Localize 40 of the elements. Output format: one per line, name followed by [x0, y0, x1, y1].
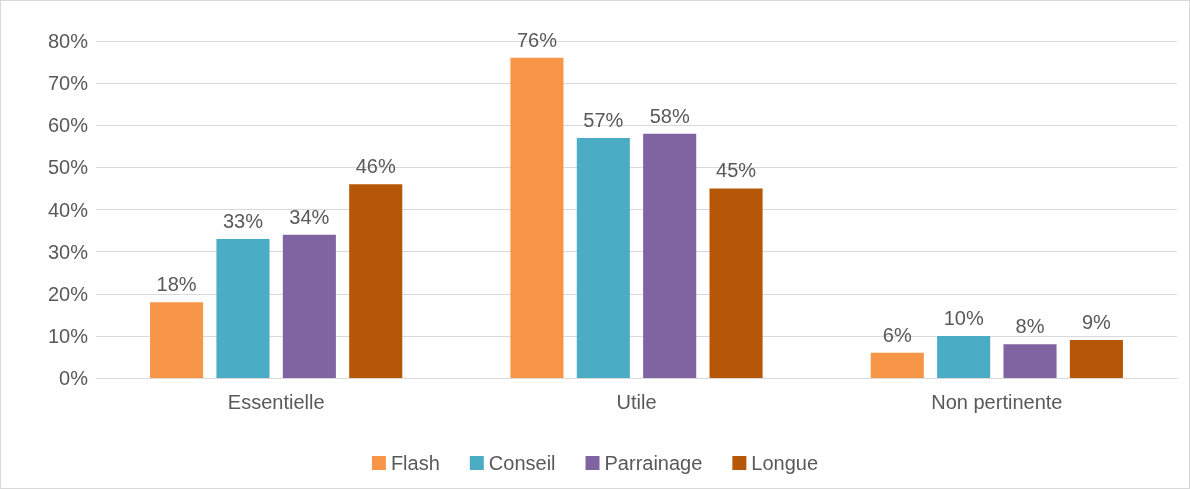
data-label: 18%: [156, 273, 197, 296]
legend-label: Flash: [390, 452, 440, 474]
bar: [1069, 340, 1123, 378]
bar: [1003, 344, 1057, 378]
data-label: 45%: [716, 159, 757, 182]
bar: [150, 302, 204, 378]
y-tick-label: 30%: [47, 240, 89, 263]
data-label: 10%: [943, 306, 984, 329]
data-label: 58%: [649, 104, 690, 127]
y-tick-label: 80%: [47, 30, 89, 52]
bar: [870, 352, 924, 378]
bar: [282, 234, 336, 378]
legend-label: Parrainage: [604, 452, 703, 474]
legend-label: Conseil: [488, 452, 556, 474]
bar: [709, 188, 763, 378]
data-label: 34%: [289, 205, 330, 228]
x-tick-label: Essentielle: [227, 391, 325, 413]
bar: [937, 335, 991, 378]
data-label: 46%: [355, 155, 396, 178]
y-tick-label: 10%: [47, 324, 89, 347]
bar: [216, 238, 270, 378]
y-tick-label: 40%: [47, 198, 89, 221]
data-label: 9%: [1081, 311, 1112, 334]
legend-label: Longue: [751, 452, 819, 474]
y-tick-label: 0%: [59, 367, 89, 389]
bar: [576, 137, 630, 378]
data-label: 76%: [516, 28, 558, 51]
y-tick-label: 60%: [47, 114, 89, 137]
bar: [643, 133, 697, 378]
bar: [349, 184, 403, 378]
y-tick-label: 50%: [47, 156, 89, 179]
data-label: 57%: [583, 108, 624, 131]
x-tick-label: Non pertinente: [931, 391, 1063, 413]
bar: [510, 57, 564, 378]
data-label: 33%: [222, 209, 264, 232]
x-tick-label: Utile: [616, 391, 657, 413]
data-label: 8%: [1015, 315, 1045, 338]
data-label: 6%: [882, 323, 912, 346]
y-tick-label: 20%: [47, 282, 89, 305]
y-tick-label: 70%: [47, 72, 89, 95]
